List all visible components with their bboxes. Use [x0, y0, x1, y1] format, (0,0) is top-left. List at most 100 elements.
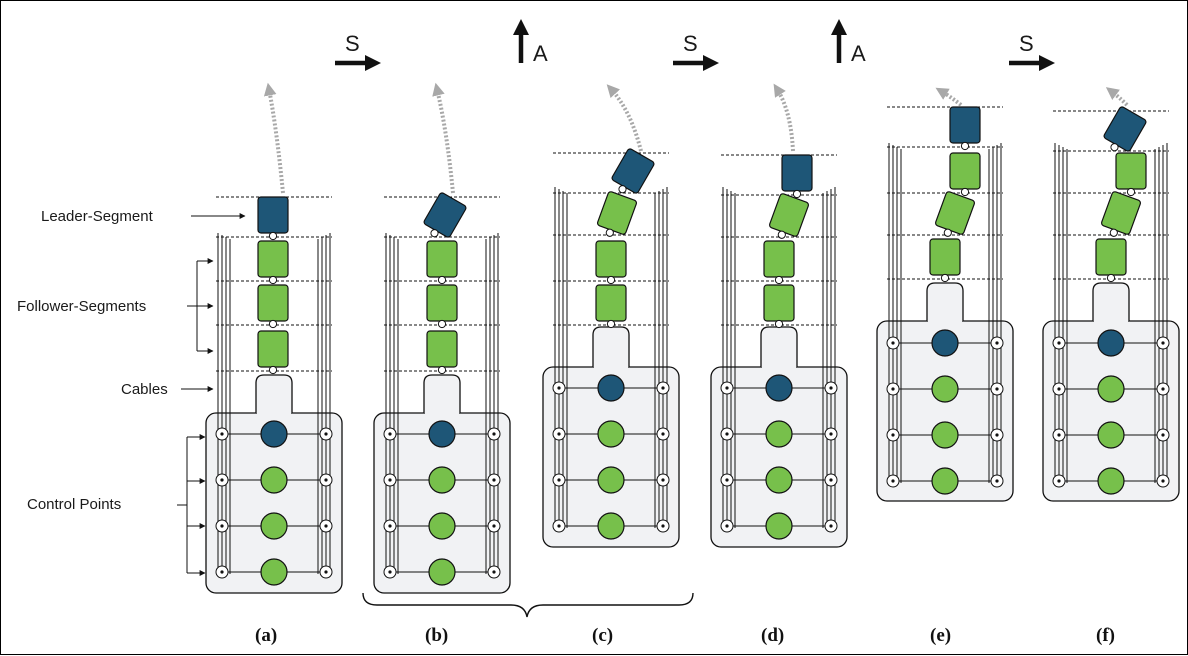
- panel-label-d: (d): [761, 625, 784, 646]
- control-point-row: [215, 512, 333, 540]
- follower-segment: [768, 193, 810, 239]
- cables: [385, 233, 499, 574]
- panel-d: [710, 83, 848, 548]
- leader-segment: [423, 192, 467, 238]
- follower-control-point: [260, 558, 288, 586]
- segment-body: [426, 330, 458, 368]
- control-point-row: [720, 374, 838, 402]
- follower-segment: [595, 240, 627, 285]
- pulley-center: [557, 478, 561, 482]
- control-point-row: [1052, 375, 1170, 403]
- control-point-row: [552, 512, 670, 540]
- leader-control-point: [1097, 329, 1125, 357]
- follower-control-point: [931, 421, 959, 449]
- follower-control-point: [428, 466, 456, 494]
- segment-body: [611, 148, 655, 194]
- pulley-center: [388, 524, 392, 528]
- joint-icon: [606, 319, 616, 329]
- trajectory-arrow: [1105, 87, 1129, 107]
- pulley-center: [995, 479, 999, 483]
- segment-body: [929, 238, 961, 276]
- follower-segment: [257, 284, 289, 329]
- neck-join: [594, 366, 628, 369]
- base-neck: [255, 374, 293, 413]
- pulley-center: [725, 432, 729, 436]
- leader-segment: [257, 196, 289, 241]
- pulley-center: [891, 479, 895, 483]
- pulley-center: [829, 386, 833, 390]
- joint-icon: [940, 273, 950, 283]
- pulley-center: [324, 432, 328, 436]
- segment-body: [257, 330, 289, 368]
- operation-1: S: [335, 31, 381, 71]
- pulley-center: [661, 478, 665, 482]
- pulley-center: [324, 570, 328, 574]
- segment-body: [1100, 191, 1142, 235]
- leader-control-point: [428, 420, 456, 448]
- leader-segment: [1103, 106, 1147, 152]
- segment-body: [934, 191, 976, 235]
- joint-icon: [943, 228, 952, 237]
- follower-control-point: [931, 375, 959, 403]
- joint-icon: [792, 189, 802, 199]
- pulley-center: [891, 433, 895, 437]
- joint-icon: [960, 187, 970, 197]
- pulley-center: [1057, 387, 1061, 391]
- follower-segment: [596, 191, 638, 237]
- control-point-row: [886, 375, 1004, 403]
- pulley-center: [557, 524, 561, 528]
- pulley-center: [220, 524, 224, 528]
- follower-segment: [949, 152, 981, 197]
- base-neck: [592, 326, 630, 367]
- base-neck: [423, 374, 461, 413]
- joint-icon: [774, 319, 784, 329]
- joint-icon: [430, 229, 439, 238]
- follower-control-point: [765, 420, 793, 448]
- trajectory-arrow: [773, 83, 795, 152]
- segment-body: [781, 154, 813, 192]
- pulley-center: [995, 387, 999, 391]
- joint-icon: [268, 231, 278, 241]
- control-point-row: [1052, 329, 1170, 357]
- control-point-row: [552, 420, 670, 448]
- pulley-center: [557, 432, 561, 436]
- segment-body: [1095, 238, 1127, 276]
- pulley-center: [1161, 387, 1165, 391]
- trajectory-arrow: [935, 87, 963, 107]
- label-leader-segment: Leader-Segment: [41, 208, 154, 225]
- neck-join: [928, 320, 962, 323]
- pulley-center: [829, 524, 833, 528]
- pulley-center: [492, 524, 496, 528]
- trajectory-arrow: [432, 82, 455, 194]
- step-arrow-head: [703, 55, 719, 71]
- label-cables: Cables: [121, 381, 168, 398]
- cables: [888, 143, 1002, 483]
- control-point-row: [383, 558, 501, 586]
- joint-icon: [268, 275, 278, 285]
- pulley-center: [725, 524, 729, 528]
- control-point-row: [720, 466, 838, 494]
- joint-icon: [606, 275, 616, 285]
- follower-control-point: [597, 420, 625, 448]
- cables: [554, 187, 668, 528]
- pulley-center: [891, 341, 895, 345]
- pulley-center: [220, 478, 224, 482]
- follower-control-point: [428, 512, 456, 540]
- panel-label-e: (e): [930, 625, 951, 646]
- pulley-center: [1161, 479, 1165, 483]
- control-point-row: [720, 420, 838, 448]
- step-arrow-head: [365, 55, 381, 71]
- trajectory-arrow: [263, 82, 285, 194]
- joint-icon: [1126, 187, 1136, 197]
- follower-control-point: [597, 466, 625, 494]
- operation-5: S: [1009, 31, 1055, 71]
- pulley-center: [995, 341, 999, 345]
- leader-control-point: [765, 374, 793, 402]
- control-bracket: [177, 434, 206, 576]
- pulley-center: [492, 432, 496, 436]
- segment-body: [595, 284, 627, 322]
- operation-label: A: [851, 41, 866, 66]
- pulley-center: [891, 387, 895, 391]
